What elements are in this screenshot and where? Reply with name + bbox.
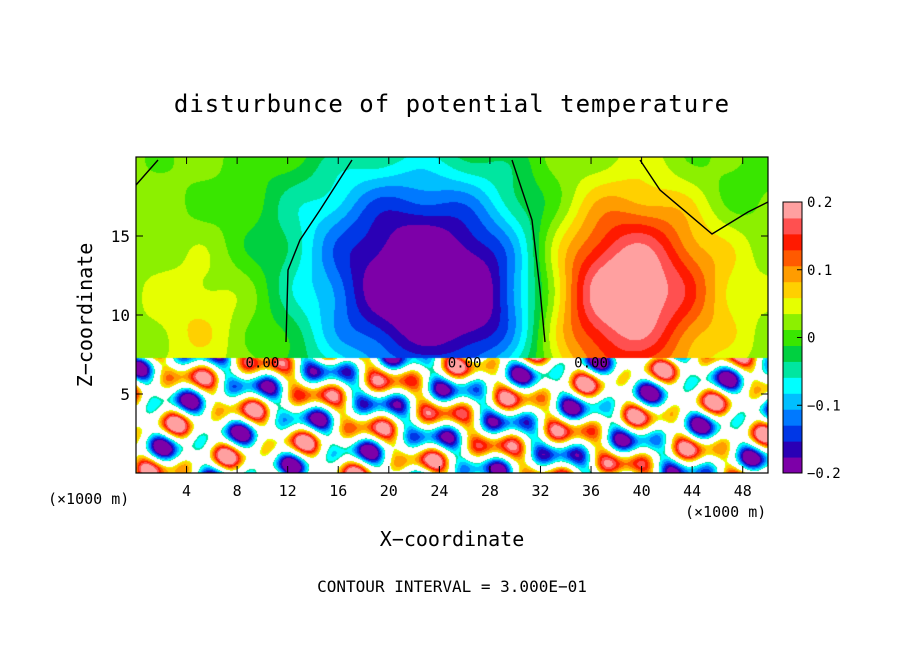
colorbar-tick-label: −0.1 — [807, 398, 841, 414]
colorbar-tick-label: −0.2 — [807, 466, 841, 482]
colorbar-swatch — [783, 345, 802, 362]
colorbar-swatches — [783, 202, 802, 474]
y-tick-label: 10 — [111, 306, 130, 325]
colorbar-swatch — [783, 265, 802, 283]
x-tick-label: 40 — [633, 482, 651, 500]
x-tick-label: 36 — [582, 482, 600, 500]
contour-label: 0.00 — [448, 355, 482, 371]
colorbar-ticks: 0.2 0.1 0 −0.1 −0.2 — [797, 195, 841, 482]
y-tick-label: 15 — [111, 227, 130, 246]
colorbar-swatch — [783, 329, 802, 346]
field-heatmap — [136, 157, 768, 473]
colorbar-swatch — [783, 457, 802, 474]
colorbar-swatch — [783, 202, 802, 219]
x-unit-right: (×1000 m) — [685, 503, 766, 521]
contour-label: 0.00 — [574, 355, 608, 371]
plot-area: 0.00 0.00 0.00 — [135, 156, 769, 474]
x-tick-label: 16 — [329, 482, 347, 500]
colorbar-swatch — [783, 281, 802, 299]
contour-label: 0.00 — [246, 355, 280, 371]
x-tick-label: 24 — [430, 482, 448, 500]
x-tick-label: 8 — [233, 482, 242, 500]
x-axis: 4 8 12 16 20 24 28 32 36 40 44 48 — [182, 157, 752, 500]
colorbar-tick-label: 0.2 — [807, 195, 832, 211]
contour-labels: 0.00 0.00 0.00 — [246, 355, 608, 371]
y-axis-label: Z−coordinate — [73, 243, 97, 388]
x-tick-label: 32 — [531, 482, 549, 500]
x-unit-left: (×1000 m) — [48, 490, 129, 508]
x-tick-label: 28 — [481, 482, 499, 500]
colorbar-swatch — [783, 441, 802, 458]
x-tick-label: 48 — [734, 482, 752, 500]
zero-contour-line — [135, 159, 769, 343]
colorbar-swatch — [783, 233, 802, 251]
colorbar-swatch — [783, 409, 802, 426]
colorbar-swatch — [783, 393, 802, 410]
colorbar: 0.2 0.1 0 −0.1 −0.2 — [782, 195, 841, 482]
colorbar-tick-label: 0.1 — [807, 263, 832, 279]
colorbar-swatch — [783, 217, 802, 235]
x-tick-label: 4 — [182, 482, 191, 500]
x-tick-label: 12 — [279, 482, 297, 500]
contour-interval-note: CONTOUR INTERVAL = 3.000E−01 — [317, 577, 587, 596]
colorbar-swatch — [783, 377, 802, 394]
chart-title: disturbunce of potential temperature — [174, 90, 730, 118]
colorbar-swatch — [783, 313, 802, 331]
y-axis: 5 10 15 — [111, 227, 768, 404]
colorbar-swatch — [783, 425, 802, 442]
colorbar-swatch — [783, 249, 802, 267]
y-tick-label: 5 — [120, 385, 130, 404]
x-tick-label: 44 — [683, 482, 701, 500]
x-tick-label: 20 — [380, 482, 398, 500]
colorbar-tick-label: 0 — [807, 331, 815, 347]
colorbar-swatch — [783, 297, 802, 315]
x-axis-label: X−coordinate — [380, 527, 525, 551]
colorbar-swatch — [783, 361, 802, 378]
